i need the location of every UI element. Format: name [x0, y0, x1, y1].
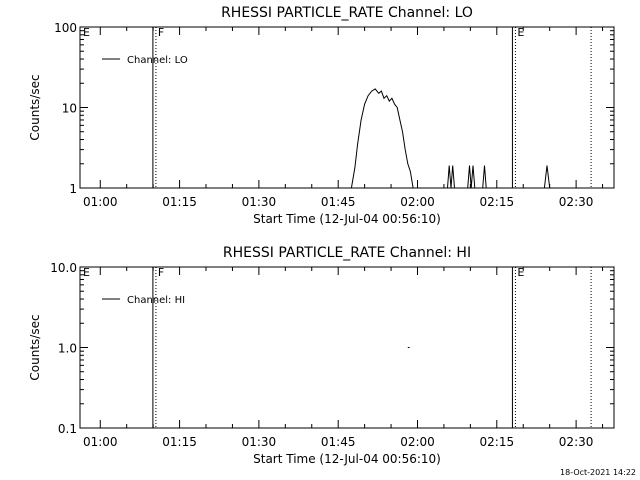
series-line — [467, 165, 476, 189]
series-line — [482, 165, 487, 189]
series-line — [543, 165, 551, 189]
x-tick-label: 02:15 — [480, 195, 515, 209]
x-axis-label: Start Time (12-Jul-04 00:56:10) — [253, 452, 441, 466]
y-tick-label: 10.0 — [50, 261, 77, 275]
chart-title: RHESSI PARTICLE_RATE Channel: HI — [223, 245, 471, 261]
x-tick-label: 01:00 — [83, 195, 118, 209]
y-tick-label: 0.1 — [58, 422, 77, 436]
x-tick-label: 02:15 — [480, 435, 515, 449]
x-tick-label: 01:30 — [242, 435, 277, 449]
plot-frame — [79, 26, 615, 189]
marker-label: E — [83, 266, 90, 279]
legend-label: Channel: HI — [127, 295, 185, 306]
x-tick-label: 01:45 — [321, 195, 356, 209]
x-tick-label: 02:30 — [559, 195, 594, 209]
panel-lo-channel: RHESSI PARTICLE_RATE Channel: LO Counts/s… — [28, 5, 615, 226]
series-line — [350, 88, 414, 189]
x-tick-label: 01:00 — [83, 435, 118, 449]
y-tick-label: 1 — [69, 182, 77, 196]
x-tick-label: 02:00 — [400, 195, 435, 209]
legend-label: Channel: LO — [127, 55, 188, 66]
chart-title: RHESSI PARTICLE_RATE Channel: LO — [221, 5, 473, 21]
y-axis-label: Counts/sec — [28, 74, 42, 140]
series-line — [447, 165, 455, 189]
panel-hi-channel: RHESSI PARTICLE_RATE Channel: HI Counts/s… — [28, 245, 615, 466]
y-tick-label: 100 — [54, 21, 77, 35]
marker-label: F — [158, 26, 164, 39]
marker-label: E — [517, 26, 524, 39]
x-tick-label: 02:30 — [559, 435, 594, 449]
x-tick-label: 01:15 — [162, 435, 197, 449]
x-tick-label: 01:45 — [321, 435, 356, 449]
marker-label: E — [83, 26, 90, 39]
marker-label: E — [517, 266, 524, 279]
y-tick-label: 10 — [62, 102, 77, 116]
x-tick-label: 02:00 — [400, 435, 435, 449]
plot-frame — [79, 266, 615, 429]
x-tick-label: 01:15 — [162, 195, 197, 209]
x-tick-label: 01:30 — [242, 195, 277, 209]
x-axis-label: Start Time (12-Jul-04 00:56:10) — [253, 212, 441, 226]
y-axis-label: Counts/sec — [28, 314, 42, 380]
footer-timestamp: 18-Oct-2021 14:22 — [560, 468, 636, 477]
marker-label: F — [158, 266, 164, 279]
y-tick-label: 1.0 — [58, 342, 77, 356]
